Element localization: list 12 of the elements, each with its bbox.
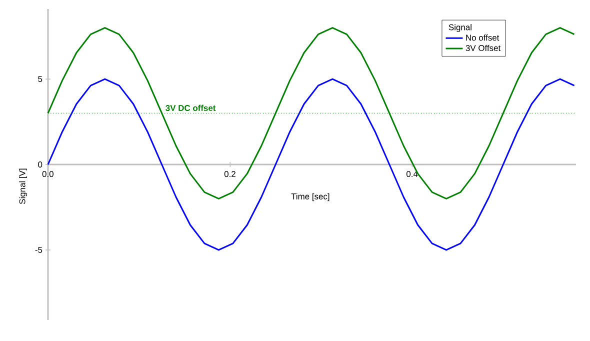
x-tick-label: 0.0 — [42, 171, 54, 178]
legend-title: Signal — [448, 24, 472, 32]
y-tick-label: -5 — [35, 246, 42, 253]
y-axis-title: Signal [V] — [19, 168, 27, 204]
x-tick-label: 0.4 — [406, 171, 418, 178]
ref-line-label: 3V DC offset — [166, 104, 216, 112]
legend-label: No offset — [466, 34, 500, 41]
legend-label: 3V Offset — [466, 44, 501, 52]
x-axis-title: Time [sec] — [291, 193, 330, 202]
y-tick-label: 0 — [38, 162, 42, 168]
y-tick-label: 5 — [38, 76, 42, 82]
x-tick-label: 0.2 — [224, 171, 236, 178]
